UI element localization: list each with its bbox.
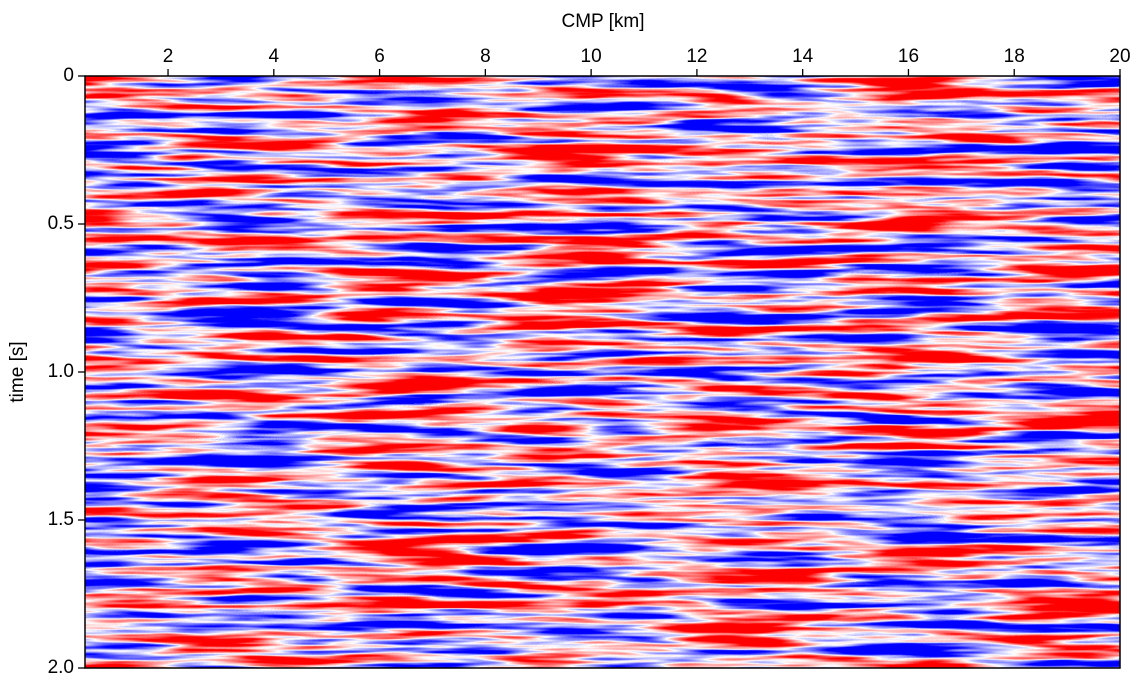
x-tick-label: 20 (1109, 46, 1130, 67)
y-tick-label: 0 (63, 65, 74, 86)
x-tick-label: 4 (269, 46, 280, 67)
y-tick-label: 1.0 (48, 361, 74, 382)
x-tick-label: 8 (480, 46, 491, 67)
x-tick-label: 12 (686, 46, 707, 67)
y-tick-label: 2.0 (48, 657, 74, 678)
x-tick-label: 6 (374, 46, 385, 67)
x-tick-label: 10 (581, 46, 602, 67)
y-axis-label: time [s] (7, 341, 28, 402)
x-tick-label: 18 (1004, 46, 1025, 67)
y-tick-label: 0.5 (48, 213, 74, 234)
x-tick-label: 16 (898, 46, 919, 67)
x-axis-label: CMP [km] (561, 11, 644, 32)
seismic-image (85, 76, 1120, 668)
x-tick-label: 2 (163, 46, 174, 67)
x-tick-label: 14 (792, 46, 814, 67)
y-tick-label: 1.5 (48, 509, 74, 530)
seismic-texture (85, 76, 1120, 668)
